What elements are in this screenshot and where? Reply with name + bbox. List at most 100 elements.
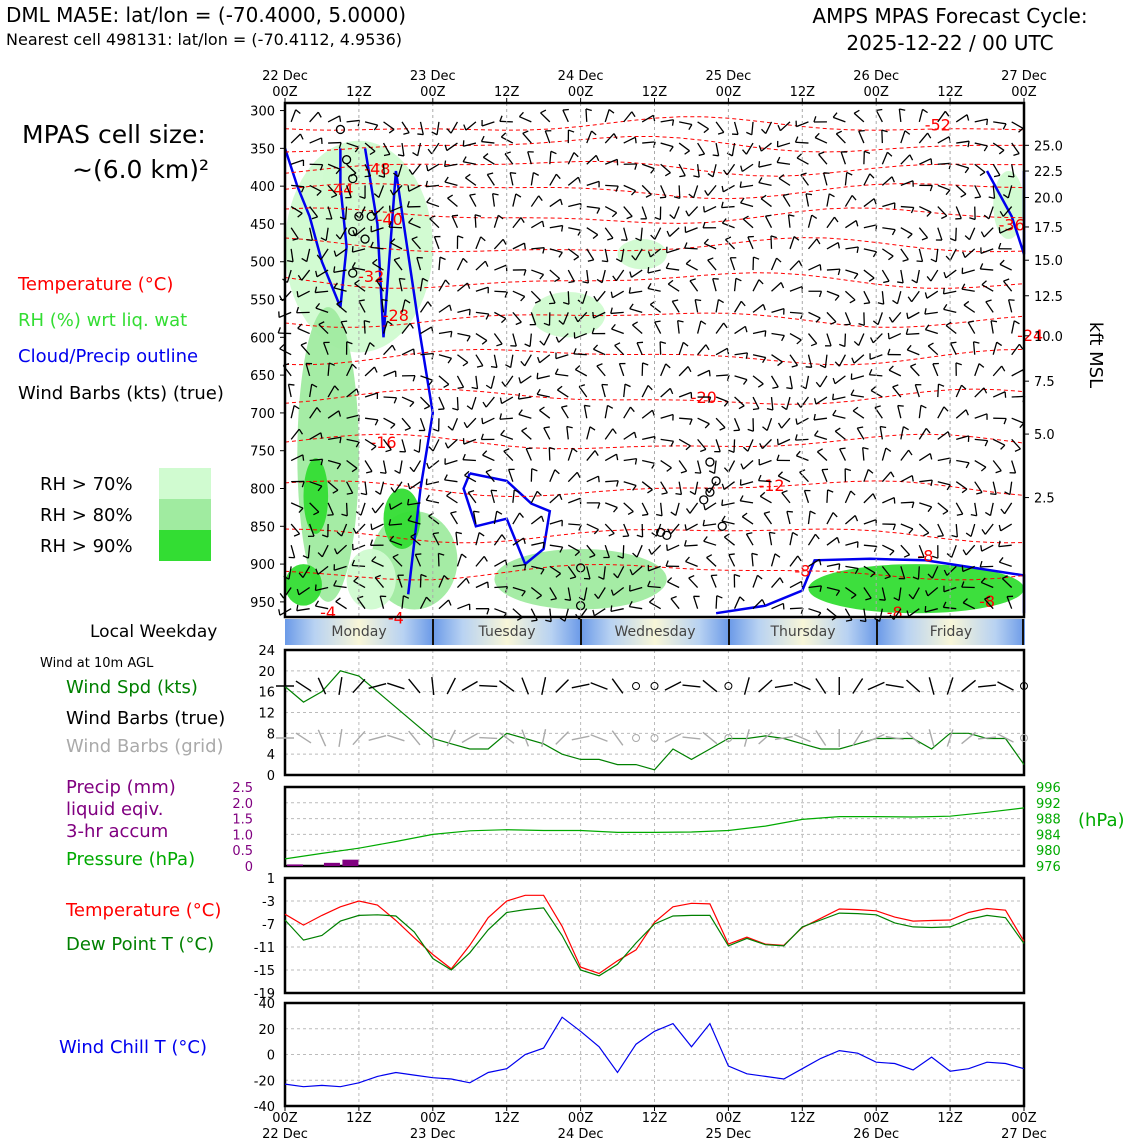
calm-wind-circle-grid (1020, 734, 1028, 742)
wind-barb-flag (943, 569, 948, 576)
wind-barb-staff (610, 311, 624, 315)
wind-barb-staff (807, 333, 818, 344)
wind-barb-flag (523, 243, 526, 250)
wind-barb-flag (700, 320, 707, 325)
wind-barb-grid (317, 729, 327, 747)
wind-barb-flag (770, 235, 777, 239)
wind-barb-flag (376, 278, 383, 281)
wind-barb-flag (892, 524, 896, 531)
wind-barb-flag (983, 145, 988, 152)
wind-barb (721, 499, 735, 507)
wind-barb (963, 300, 976, 313)
wind-barb-true (997, 681, 1014, 691)
wind-barb-flag (478, 532, 485, 537)
wind-barb (734, 352, 749, 359)
wind-barb (586, 523, 599, 535)
wind-barb-staff (912, 587, 920, 600)
wind-barb (586, 544, 596, 558)
wind-barb (604, 205, 618, 218)
wind-barb-staff (900, 426, 905, 440)
wind-barb-staff (648, 565, 661, 572)
wind-barb-staff (955, 384, 963, 398)
wind-barb-staff (659, 341, 662, 355)
wind-barb (567, 248, 580, 261)
wind-barb-flag (333, 548, 338, 555)
wind-barb-staff (824, 354, 828, 368)
wind-barb-staff (455, 532, 459, 546)
wind-barb-flag (538, 195, 543, 202)
wind-barb (417, 121, 424, 136)
top-time-label: 12Z (494, 85, 520, 100)
wind-barb (296, 604, 310, 612)
wind-barb-staff (673, 206, 680, 219)
pressure-tick-label: 750 (250, 445, 275, 460)
wind-barb-staff (990, 320, 994, 334)
wind-barb (301, 248, 311, 263)
wind-barb (789, 555, 802, 567)
wind-barb-flag (906, 610, 910, 617)
wind-barb-flag (879, 598, 886, 601)
wind-barb (819, 354, 828, 369)
wind-barb (623, 163, 638, 170)
wind-barb (777, 471, 791, 483)
wind-barb (475, 311, 490, 320)
wind-barb-staff (722, 184, 735, 193)
temperature-label: Temperature (°C) (66, 900, 222, 921)
wind-barb-flag (420, 573, 427, 578)
wind-barb (635, 227, 643, 242)
wind-barb (692, 595, 700, 609)
wind-barb-flag (443, 575, 449, 581)
wind-barb-staff (925, 608, 938, 613)
wind-barb (629, 269, 643, 278)
dewpoint-line (284, 907, 1025, 977)
wind-barb-staff (507, 469, 514, 482)
wind-barb (888, 365, 902, 377)
wind-barb-staff (703, 540, 717, 546)
wind-barb-flag (357, 595, 364, 599)
wind-barb-flag (487, 581, 489, 589)
wind-barb-flag (594, 593, 599, 599)
wind-barb-staff (734, 375, 748, 381)
wind-barb (970, 502, 978, 517)
wind-barb-staff (407, 519, 421, 525)
wind-barb-staff (290, 428, 300, 440)
temperature-tick-label: -19 (254, 987, 275, 1002)
wind-barb-flag (998, 242, 1002, 249)
wind-barb-flag (473, 510, 480, 513)
wind-barb (789, 236, 800, 250)
wind-barb-flag (693, 175, 700, 178)
wind-barb-flag (968, 320, 975, 323)
wind-barb-flag (856, 246, 859, 254)
wind-barb-staff (346, 481, 354, 494)
wind-barb (945, 321, 957, 335)
wind-barb-flag (533, 171, 539, 176)
wind-barb-staff (888, 369, 902, 377)
bottom-time-label: 00Z (863, 1111, 889, 1126)
wind-barb (863, 565, 876, 578)
wind-barb (969, 206, 976, 221)
wind-barb-flag (373, 193, 380, 199)
wind-barb (372, 258, 384, 271)
wind-barb (962, 544, 976, 556)
wind-barb-flag (909, 154, 914, 161)
calm-wind-circle (632, 682, 641, 690)
wind-barb-staff (852, 410, 865, 419)
wind-barb-flag (466, 405, 473, 410)
wind-barb-staff (684, 247, 698, 250)
bottom-time-label: 12Z (346, 1111, 372, 1126)
wind-barb (882, 497, 896, 504)
wind-barb (369, 539, 384, 546)
wind-barb-staff (548, 447, 551, 461)
wind-barb-flag (742, 149, 747, 155)
temperature-contour-label: -12 (758, 476, 784, 495)
pressure-tick-label: 350 (250, 142, 275, 157)
kft-tick-label: 5.0 (1034, 428, 1055, 443)
wind-barb (1003, 278, 1013, 292)
wind-barb (290, 454, 305, 462)
wind-barb-staff (530, 312, 537, 325)
legend-rh80-label: RH > 80% (40, 505, 133, 526)
wind-barb (549, 248, 563, 258)
wind-barb (951, 523, 958, 538)
bottom-date-label: 27 Dec (1001, 1127, 1047, 1140)
wind-barb-flag (352, 527, 357, 534)
